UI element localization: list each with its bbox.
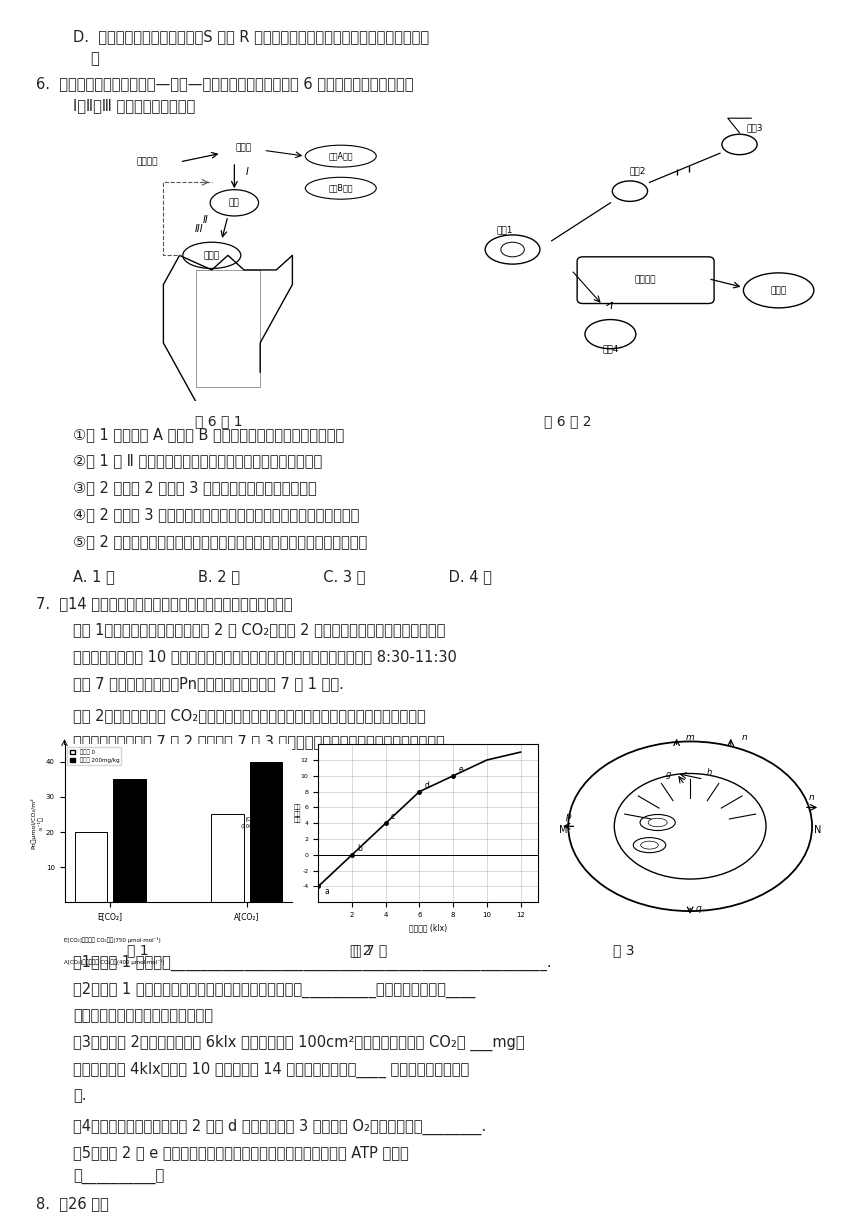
Text: a: a — [325, 888, 329, 896]
Text: 连续 7 天进行光合速率（Pn）的测定，结果如题 7 图 1 所示.: 连续 7 天进行光合速率（Pn）的测定，结果如题 7 图 1 所示. — [73, 676, 344, 691]
X-axis label: 光照强度 (klx): 光照强度 (klx) — [408, 923, 447, 933]
Text: 实验 2：在一定浓度的 CO₂和适当温度条件下，测定植物叶片在不同光照条件下的光合: 实验 2：在一定浓度的 CO₂和适当温度条件下，测定植物叶片在不同光照条件下的光… — [73, 708, 426, 722]
Text: 长.: 长. — [73, 1088, 87, 1103]
Text: 下丘脑: 下丘脑 — [236, 142, 252, 152]
Text: II: II — [202, 215, 208, 225]
Text: ⑤图 2 所示细胞间的信息交流的方式有体液传递、细胞膜接触和胞间连丝: ⑤图 2 所示细胞间的信息交流的方式有体液传递、细胞膜接触和胞间连丝 — [73, 534, 367, 548]
Text: 题 7 图: 题 7 图 — [353, 944, 387, 958]
Text: c: c — [390, 812, 395, 821]
Text: n: n — [741, 732, 747, 742]
Text: 故: 故 — [90, 51, 99, 66]
Text: 若光照强度为 4klx，光照 10 小时，黑暗 14 小时，该番茄植株____ （能或不能）正常生: 若光照强度为 4klx，光照 10 小时，黑暗 14 小时，该番茄植株____ … — [73, 1062, 470, 1077]
Text: d: d — [425, 781, 429, 789]
Text: 为四组，每组种植 10 盆，在番茄开花期利用光合作用测定仪，于晴天上午 8:30-11:30: 为四组，每组种植 10 盆，在番茄开花期利用光合作用测定仪，于晴天上午 8:30… — [73, 649, 457, 664]
Text: （4）若该番茄叶肉细胞为图 2 中的 d 点状态时，图 3 中能表示 O₂去向的字母是________.: （4）若该番茄叶肉细胞为图 2 中的 d 点状态时，图 3 中能表示 O₂去向的… — [73, 1119, 487, 1135]
Text: b: b — [357, 844, 362, 852]
Text: A. 1 项                  B. 2 项                  C. 3 项                  D. 4 项: A. 1 项 B. 2 项 C. 3 项 D. 4 项 — [73, 569, 492, 584]
Text: 8.  （26 分）: 8. （26 分） — [36, 1197, 109, 1211]
Text: m: m — [685, 732, 695, 742]
Text: 7.  （14 分）某学习小组以番茄为研究对象，完成下列实验。: 7. （14 分）某学习小组以番茄为研究对象，完成下列实验。 — [36, 596, 292, 610]
Text: g: g — [666, 770, 671, 779]
Text: （2）由图 1 结果可知，最有利于番茄光合作用的组合是__________，氮是光合作用中____: （2）由图 1 结果可知，最有利于番茄光合作用的组合是__________，氮是… — [73, 981, 476, 997]
Text: D.  在肺炎双球菌转化实验中，S 型与 R 型细菌的结构不同是由于遗传物质有差异的缘: D. 在肺炎双球菌转化实验中，S 型与 R 型细菌的结构不同是由于遗传物质有差异… — [73, 29, 429, 44]
Text: 是__________。: 是__________。 — [73, 1170, 164, 1184]
Text: A[CO₂]：正常大气 CO₂浓度(400 μmol·mol⁻¹): A[CO₂]：正常大气 CO₂浓度(400 μmol·mol⁻¹) — [64, 959, 165, 966]
Text: 垂体: 垂体 — [229, 198, 240, 208]
Text: ①图 1 中的胰岛 A 细胞和 B 细胞分别分泌胰岛素和胰高血糖素: ①图 1 中的胰岛 A 细胞和 B 细胞分别分泌胰岛素和胰高血糖素 — [73, 427, 344, 441]
Text: E[CO₂]：高大气 CO₂浓度(750 μmol·mol⁻¹): E[CO₂]：高大气 CO₂浓度(750 μmol·mol⁻¹) — [64, 938, 162, 944]
Text: n: n — [809, 793, 815, 801]
Text: 实验 1：利用人工气候室分别设置 2 种 CO₂浓度和 2 种施氮量的实验处理；实验番茄分: 实验 1：利用人工气候室分别设置 2 种 CO₂浓度和 2 种施氮量的实验处理；… — [73, 623, 445, 637]
Text: 等物质的组成成分，（至少写二种）: 等物质的组成成分，（至少写二种） — [73, 1008, 213, 1023]
Text: Ⅰ、Ⅱ、Ⅲ 分别表示某种激素）: Ⅰ、Ⅱ、Ⅲ 分别表示某种激素） — [73, 98, 195, 113]
Text: 6.  人体内环境稳态需要神经—体液—免疫的共同作用，关于题 6 图的叙述正确的有（图中: 6. 人体内环境稳态需要神经—体液—免疫的共同作用，关于题 6 图的叙述正确的有… — [36, 77, 414, 91]
Text: 胰岛A细胞: 胰岛A细胞 — [329, 152, 353, 161]
Text: ③图 2 中细胞 2 和细胞 3 之间的兴奋传递的结构是突触: ③图 2 中细胞 2 和细胞 3 之间的兴奋传递的结构是突触 — [73, 480, 316, 495]
Text: ④图 2 中细胞 3 受到刺激产生兴奋，以神经冲动的形式作用于靶细胞: ④图 2 中细胞 3 受到刺激产生兴奋，以神经冲动的形式作用于靶细胞 — [73, 507, 359, 522]
Text: 图 1: 图 1 — [126, 944, 149, 958]
Text: 靶细胞: 靶细胞 — [771, 286, 787, 295]
Text: [CO₂mg/
(100cm²·h)]: [CO₂mg/ (100cm²·h)] — [241, 817, 273, 829]
Text: 题 6 图 2: 题 6 图 2 — [544, 415, 592, 429]
Text: 细胞4: 细胞4 — [602, 344, 618, 354]
Legend: 施氮量 0, 施氮量 200mg/kg: 施氮量 0, 施氮量 200mg/kg — [67, 747, 121, 765]
Text: h: h — [706, 769, 712, 777]
Text: （5）在图 2 中 e 点所示的条件下，番茄根尖的分生区细胞内产生 ATP 的场所: （5）在图 2 中 e 点所示的条件下，番茄根尖的分生区细胞内产生 ATP 的场… — [73, 1145, 408, 1160]
Text: 血液循环: 血液循环 — [635, 276, 656, 285]
Text: （3）根据图 2，当光照强度为 6klx 时，该番茄每 100cm²叶片每小时固定的 CO₂是 ___mg，: （3）根据图 2，当光照强度为 6klx 时，该番茄每 100cm²叶片每小时固… — [73, 1035, 525, 1051]
Text: q: q — [696, 903, 701, 913]
Text: I: I — [246, 167, 249, 178]
Bar — [75, 832, 108, 902]
Text: 作用速率，结果如题 7 图 2 所示；题 7 图 3 是表示植物一个细胞中相关生理过程示意图.: 作用速率，结果如题 7 图 2 所示；题 7 图 3 是表示植物一个细胞中相关生… — [73, 734, 450, 749]
Text: III: III — [194, 224, 203, 233]
Text: 题 6 图 1: 题 6 图 1 — [195, 415, 243, 429]
Text: 细胞1: 细胞1 — [496, 225, 513, 233]
Text: N: N — [814, 824, 821, 835]
Y-axis label: Pn（μmol/CO₂/m²
·s⁻¹）: Pn（μmol/CO₂/m² ·s⁻¹） — [30, 798, 43, 849]
Text: 细胞3: 细胞3 — [747, 123, 764, 131]
Bar — [113, 779, 145, 902]
Bar — [212, 815, 244, 902]
Text: M: M — [559, 824, 567, 835]
Text: 大脑皮层: 大脑皮层 — [137, 157, 158, 167]
Text: ②图 1 中 Ⅱ 激素水平过高会抑制下丘脑和垂体分泌相关激素: ②图 1 中 Ⅱ 激素水平过高会抑制下丘脑和垂体分泌相关激素 — [73, 454, 322, 468]
Text: （1）实验 1 的目的是___________________________________________________.: （1）实验 1 的目的是____________________________… — [73, 955, 552, 970]
Text: 细胞2: 细胞2 — [630, 167, 646, 175]
Text: e: e — [458, 765, 463, 773]
Bar — [249, 761, 282, 902]
Text: 胰岛B细胞: 胰岛B细胞 — [329, 184, 353, 193]
Text: p: p — [565, 812, 571, 821]
Text: 图 2: 图 2 — [351, 944, 372, 958]
Text: 甲状腺: 甲状腺 — [204, 250, 220, 260]
Text: 图 3: 图 3 — [612, 944, 635, 958]
Y-axis label: 光合
作用
速率: 光合 作用 速率 — [294, 805, 302, 823]
